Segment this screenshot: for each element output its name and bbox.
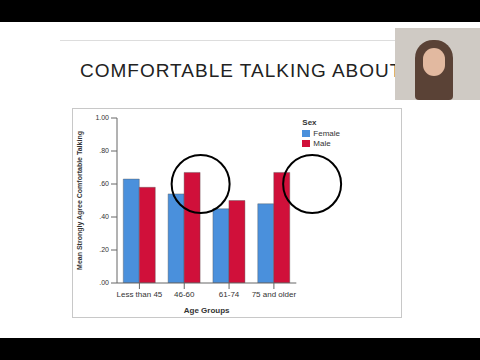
svg-text:Less than 45: Less than 45 xyxy=(117,290,163,299)
svg-text:1.00: 1.00 xyxy=(95,114,109,121)
svg-text:.80: .80 xyxy=(99,147,109,154)
svg-text:.60: .60 xyxy=(99,180,109,187)
svg-text:Mean Strongly Agree Comfortabl: Mean Strongly Agree Comfortable Talking xyxy=(76,131,84,270)
html-text:COMFORTABLE TALKING ABOUT A: COMFORTABLE TALKING ABOUT A xyxy=(80,60,421,81)
html-text:Female: Female xyxy=(313,129,340,138)
html-text:Male: Male xyxy=(313,139,331,148)
svg-text:.20: .20 xyxy=(99,246,109,253)
svg-text:.40: .40 xyxy=(99,213,109,220)
html-text:Sex: Sex xyxy=(302,118,317,127)
svg-text:75 and older: 75 and older xyxy=(252,290,297,299)
svg-text:Age Groups: Age Groups xyxy=(184,306,230,315)
svg-text:.00: .00 xyxy=(99,279,109,286)
svg-text:46-60: 46-60 xyxy=(174,290,195,299)
svg-text:61-74: 61-74 xyxy=(219,290,240,299)
